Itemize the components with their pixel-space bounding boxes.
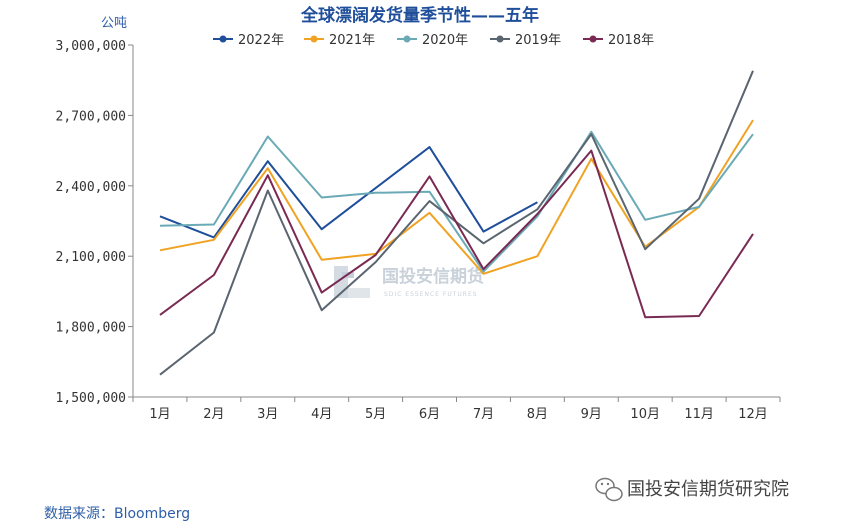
y-tick-label: 2,100,000	[56, 250, 126, 265]
x-tick-label: 2月	[203, 407, 224, 422]
chart-title: 全球漂阔发货量季节性——五年	[300, 5, 539, 26]
legend-label: 2020年	[422, 33, 468, 48]
series-line-2021年	[159, 119, 754, 275]
series-line-2018年	[159, 149, 754, 319]
watermark: 国投安信期货 SDIC ESSENCE FUTURES	[334, 266, 484, 298]
series-lines	[159, 70, 754, 376]
x-tick-label: 5月	[365, 407, 386, 422]
legend-label: 2018年	[608, 33, 654, 48]
series-line-2022年	[159, 146, 538, 239]
x-tick-label: 11月	[684, 407, 714, 422]
watermark-subtitle: SDIC ESSENCE FUTURES	[384, 291, 478, 298]
x-tick-label: 1月	[149, 407, 170, 422]
brand-name: 国投安信期货研究院	[627, 479, 789, 500]
y-tick-label: 2,700,000	[56, 109, 126, 124]
series-line-2020年	[159, 130, 754, 273]
legend-marker	[589, 35, 597, 43]
legend-marker	[496, 35, 504, 43]
x-tick-label: 4月	[311, 407, 332, 422]
legend-marker	[403, 35, 411, 43]
watermark-name: 国投安信期货	[382, 266, 484, 287]
x-tick-label: 10月	[630, 407, 660, 422]
x-tick-label: 6月	[419, 407, 440, 422]
legend: 2022年 2021年 2020年 2019年 2018年	[213, 33, 654, 48]
y-tick-label: 3,000,000	[56, 39, 126, 54]
x-tick-label: 8月	[527, 407, 548, 422]
x-ticks: 1月 2月 3月 4月 5月 6月 7月 8月 9月 10月 11月 12月	[132, 397, 781, 422]
y-ticks: 3,000,000 2,700,000 2,400,000 2,100,000 1,80…	[56, 39, 133, 406]
x-tick-label: 9月	[581, 407, 602, 422]
legend-marker	[219, 35, 227, 43]
y-tick-label: 1,500,000	[56, 391, 126, 406]
legend-label: 2021年	[329, 33, 375, 48]
wechat-icon	[595, 477, 623, 502]
x-tick-label: 3月	[257, 407, 278, 422]
y-tick-label: 1,800,000	[56, 321, 126, 336]
x-tick-label: 12月	[738, 407, 768, 422]
legend-label: 2022年	[238, 33, 284, 48]
y-tick-label: 2,400,000	[56, 180, 126, 195]
legend-label: 2019年	[515, 33, 561, 48]
y-unit-label: 公吨	[101, 16, 127, 31]
legend-marker	[310, 35, 318, 43]
source-note: 数据来源：Bloomberg	[44, 506, 190, 522]
x-tick-label: 7月	[473, 407, 494, 422]
